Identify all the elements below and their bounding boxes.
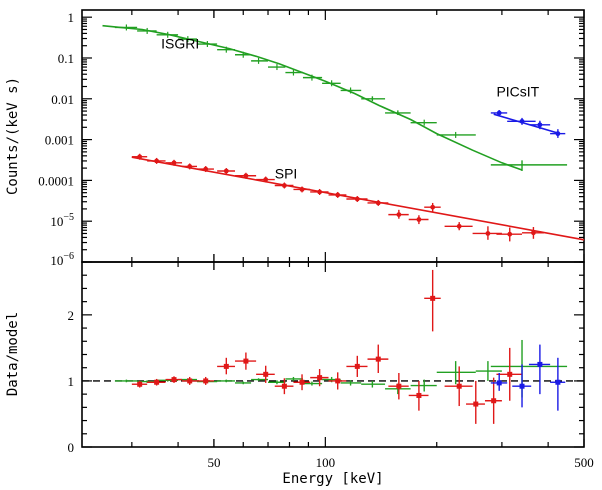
ratio-point-marker — [491, 398, 497, 404]
data-point-marker — [299, 187, 305, 192]
top-panel-ticks — [82, 10, 585, 263]
ratio-point-marker — [317, 375, 323, 381]
y-tick-label: 10−6 — [50, 251, 74, 268]
data-point-marker — [187, 164, 193, 169]
ratio-point-marker — [354, 363, 360, 369]
ratio-point-marker — [456, 383, 462, 389]
ratio-point-marker — [335, 378, 341, 384]
y-tick-label: 0 — [68, 440, 75, 455]
ratio-series-2 — [490, 344, 566, 411]
ratio-point-marker — [555, 379, 561, 385]
bottom-panel-ticks — [82, 261, 585, 448]
data-point-marker — [203, 166, 209, 172]
x-tick-labels: 50 100 500 — [207, 455, 593, 470]
data-point-marker — [375, 200, 381, 206]
ratio-point-marker — [473, 401, 479, 407]
data-point-marker — [243, 173, 249, 179]
data-point-marker — [171, 160, 177, 166]
series-annotation: SPI — [275, 166, 298, 182]
data-point-marker — [485, 231, 491, 236]
y-tick-label: 0.001 — [45, 133, 74, 148]
top-panel-series — [102, 24, 585, 242]
top-panel: 1 0.1 0.01 0.001 0.0001 10−5 10−6 ISGRI SPI PICs… — [38, 9, 585, 268]
y-tick-label: 0.1 — [58, 51, 74, 66]
data-point-marker — [263, 177, 269, 182]
bottom-panel-series — [114, 269, 568, 424]
data-point-marker — [537, 122, 543, 128]
series-annotation: PICsIT — [496, 83, 539, 99]
ratio-point-marker — [537, 361, 543, 367]
data-point-marker — [555, 131, 561, 137]
top-panel-annotations: ISGRI SPI PICsIT — [161, 36, 540, 182]
y-tick-label: 0.0001 — [38, 173, 74, 188]
ratio-point-marker — [223, 363, 229, 369]
model-line — [493, 113, 561, 135]
x-tick-label: 500 — [574, 455, 594, 470]
ratio-point-marker — [171, 377, 177, 383]
data-point-marker — [456, 223, 462, 229]
data-point-marker — [430, 204, 436, 210]
data-point-marker — [496, 110, 502, 116]
data-point-marker — [281, 183, 287, 188]
series-2 — [490, 110, 566, 138]
ratio-point-marker — [430, 295, 436, 301]
bottom-panel-frame — [81, 261, 585, 448]
ratio-point-marker — [507, 371, 513, 377]
top-panel-y-tick-labels: 1 0.1 0.01 0.001 0.0001 10−5 10−6 — [38, 10, 74, 268]
ratio-point-marker — [281, 383, 287, 389]
x-tick-label: 50 — [207, 455, 220, 470]
data-point-marker — [223, 168, 229, 174]
data-point-marker — [354, 196, 360, 202]
x-tick-label: 100 — [316, 455, 336, 470]
ratio-point-marker — [137, 381, 143, 387]
y-tick-label: 10−5 — [50, 212, 74, 229]
y-tick-label: 1 — [68, 10, 75, 25]
ratio-series-1 — [131, 269, 523, 424]
data-point-marker — [154, 158, 160, 164]
series-annotation: ISGRI — [161, 36, 199, 52]
data-point-marker — [335, 192, 341, 198]
y-tick-label: 0.01 — [51, 92, 74, 107]
ratio-point-marker — [299, 379, 305, 385]
data-point-marker — [507, 231, 513, 237]
ratio-point-marker — [496, 380, 502, 386]
ratio-point-marker — [243, 358, 249, 364]
series-1 — [131, 153, 585, 242]
bottom-panel-y-tick-labels: 0 1 2 — [68, 308, 75, 455]
data-point-marker — [396, 212, 402, 218]
series-0 — [102, 24, 568, 171]
data-point-marker — [531, 230, 536, 236]
ratio-point-marker — [416, 392, 422, 398]
ratio-point-marker — [519, 383, 525, 389]
ratio-point-marker — [263, 371, 269, 377]
ratio-point-marker — [187, 378, 193, 384]
x-axis-title: Energy [keV] — [282, 471, 383, 487]
data-point-marker — [519, 118, 525, 124]
ratio-point-marker — [375, 356, 381, 362]
y-tick-label: 1 — [68, 374, 75, 389]
y-axis-title-top: Counts/(keV s) — [5, 77, 21, 195]
ratio-point-marker — [154, 379, 160, 385]
ratio-point-marker — [203, 378, 209, 384]
y-tick-label: 2 — [68, 308, 75, 323]
ratio-point-marker — [396, 383, 402, 389]
data-point-marker — [416, 217, 422, 222]
bottom-panel: 0 1 2 50 100 500 — [68, 261, 594, 470]
y-axis-title-bottom: Data/model — [5, 312, 21, 396]
data-point-marker — [317, 189, 323, 195]
top-panel-frame — [81, 9, 585, 263]
data-point-marker — [137, 154, 143, 160]
